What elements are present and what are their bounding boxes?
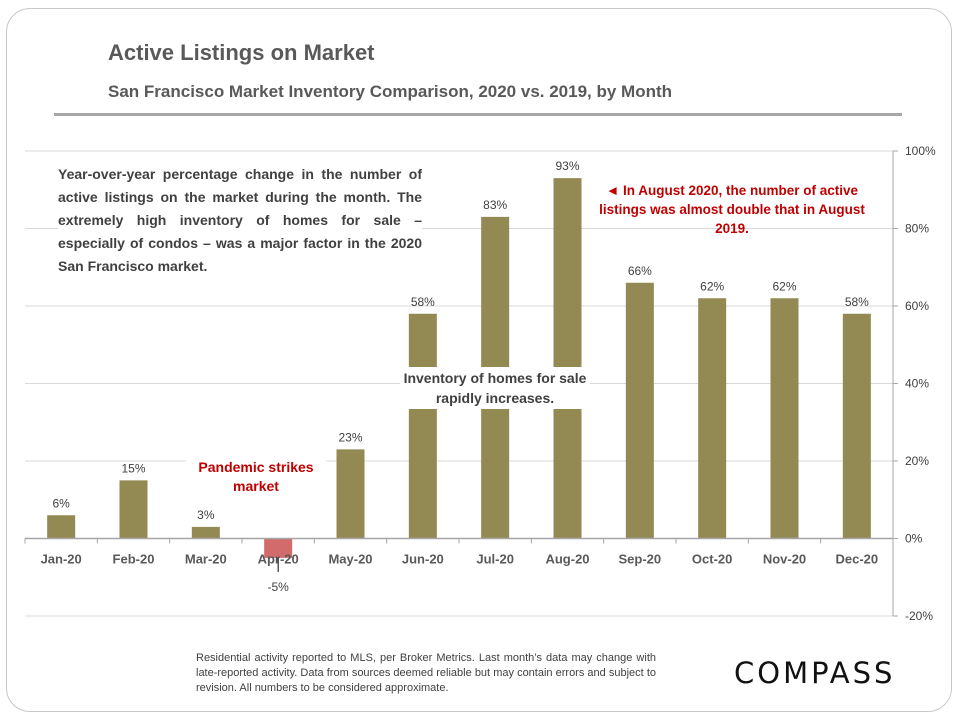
- footer-disclaimer: Residential activity reported to MLS, pe…: [196, 652, 656, 694]
- chart-title: Active Listings on Market: [108, 40, 375, 65]
- x-tick-label: Jun-20: [402, 552, 444, 567]
- y-tick-label: 20%: [905, 454, 929, 468]
- bar: [698, 298, 727, 539]
- x-tick-label: Dec-20: [836, 552, 879, 567]
- data-label: 62%: [700, 279, 724, 293]
- data-label: 83%: [483, 198, 507, 212]
- slide-frame: [6, 8, 952, 712]
- bar: [408, 313, 437, 539]
- x-tick-label: May-20: [328, 552, 372, 567]
- title-divider: [54, 113, 902, 116]
- x-tick-label: Sep-20: [619, 552, 662, 567]
- data-label: 62%: [772, 279, 796, 293]
- bar: [770, 298, 799, 539]
- bar: [191, 526, 220, 539]
- pandemic-annotation: Pandemic strikes market: [186, 458, 326, 496]
- x-tick-label: Feb-20: [113, 552, 155, 567]
- data-label: 15%: [121, 461, 145, 475]
- data-label: 6%: [52, 496, 70, 510]
- bar: [336, 449, 365, 539]
- data-label: 66%: [628, 264, 652, 278]
- bar: [625, 282, 654, 539]
- data-label: 23%: [338, 430, 362, 444]
- x-tick-label: Oct-20: [692, 552, 732, 567]
- y-tick-label: 60%: [905, 299, 929, 313]
- y-tick-label: -20%: [905, 609, 933, 623]
- bar: [553, 178, 582, 539]
- y-tick-label: 40%: [905, 377, 929, 391]
- data-label: -5%: [267, 580, 289, 594]
- bar: [842, 313, 871, 539]
- x-tick-label: Mar-20: [185, 552, 227, 567]
- data-label: 93%: [555, 159, 579, 173]
- y-tick-label: 0%: [905, 532, 923, 546]
- chart-subtitle: San Francisco Market Inventory Compariso…: [108, 82, 673, 101]
- description-note: Year-over-year percentage change in the …: [58, 163, 422, 278]
- x-tick-label: Nov-20: [763, 552, 806, 567]
- compass-logo: COMPASS: [734, 656, 896, 690]
- x-tick-label: Jul-20: [476, 552, 514, 567]
- inventory-annotation: Inventory of homes for sale rapidly incr…: [400, 367, 590, 409]
- august-callout: ◄ In August 2020, the number of active l…: [599, 183, 865, 236]
- data-label: 58%: [845, 295, 869, 309]
- bar: [264, 538, 293, 558]
- y-tick-label: 80%: [905, 222, 929, 236]
- data-label: 3%: [197, 508, 215, 522]
- x-tick-label: Jan-20: [41, 552, 82, 567]
- y-tick-label: 100%: [905, 144, 936, 158]
- bar: [47, 515, 76, 539]
- x-tick-label: Aug-20: [545, 552, 589, 567]
- data-label: 58%: [411, 295, 435, 309]
- bar: [119, 480, 148, 539]
